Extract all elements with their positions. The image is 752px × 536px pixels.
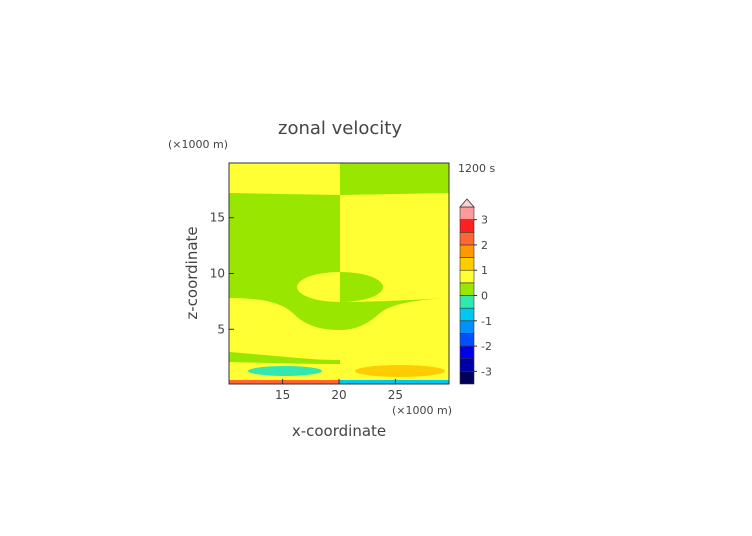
colorbar-box: [459, 282, 475, 296]
contour-region: [229, 352, 340, 364]
colorbar-box: [459, 320, 475, 334]
colorbar-box: [459, 244, 475, 258]
colorbar-tick-label: 2: [481, 239, 488, 252]
contour-region: [355, 365, 445, 377]
colorbar-box: [459, 371, 475, 385]
plot-area: [228, 162, 450, 385]
colorbar-box: [459, 206, 475, 220]
colorbar-tick-label: -2: [481, 340, 492, 353]
colorbar-tick-label: 1: [481, 264, 488, 277]
y-tick-label: 15: [210, 211, 225, 225]
colorbar-box: [459, 231, 475, 246]
colorbar-tick-label: -3: [481, 365, 492, 378]
y-unit-label: (×1000 m): [168, 138, 228, 151]
time-label: 1200 s: [458, 162, 495, 175]
contour-region: [229, 380, 340, 384]
colorbar-tick-label: 0: [481, 290, 488, 303]
colorbar-box: [459, 333, 475, 347]
x-tick-label: 15: [275, 388, 290, 402]
chart-title: zonal velocity: [278, 118, 402, 139]
colorbar-box: [459, 269, 475, 284]
x-unit-label: (×1000 m): [392, 404, 452, 417]
y-tick-label: 10: [210, 267, 225, 281]
colorbar-box: [459, 257, 475, 271]
contour-region: [340, 272, 383, 302]
colorbar-tick-label: 3: [481, 214, 488, 227]
contour-region: [340, 298, 449, 330]
colorbar-box: [459, 295, 475, 309]
colorbar-over: [459, 198, 475, 208]
colorbar-box: [459, 307, 475, 322]
contour-region: [297, 272, 340, 302]
colorbar-box: [459, 358, 475, 372]
x-tick-label: 20: [331, 388, 346, 402]
x-tick-label: 25: [388, 388, 403, 402]
x-axis-label: x-coordinate: [292, 422, 386, 440]
y-tick-label: 5: [217, 322, 225, 336]
y-axis-label: z-coordinate: [183, 226, 201, 319]
contour-region: [340, 163, 449, 195]
contour-region: [247, 365, 323, 377]
colorbar-tick-label: -1: [481, 315, 492, 328]
colorbar-box: [459, 219, 475, 233]
contour-region: [340, 380, 449, 384]
colorbar-box: [459, 345, 475, 360]
